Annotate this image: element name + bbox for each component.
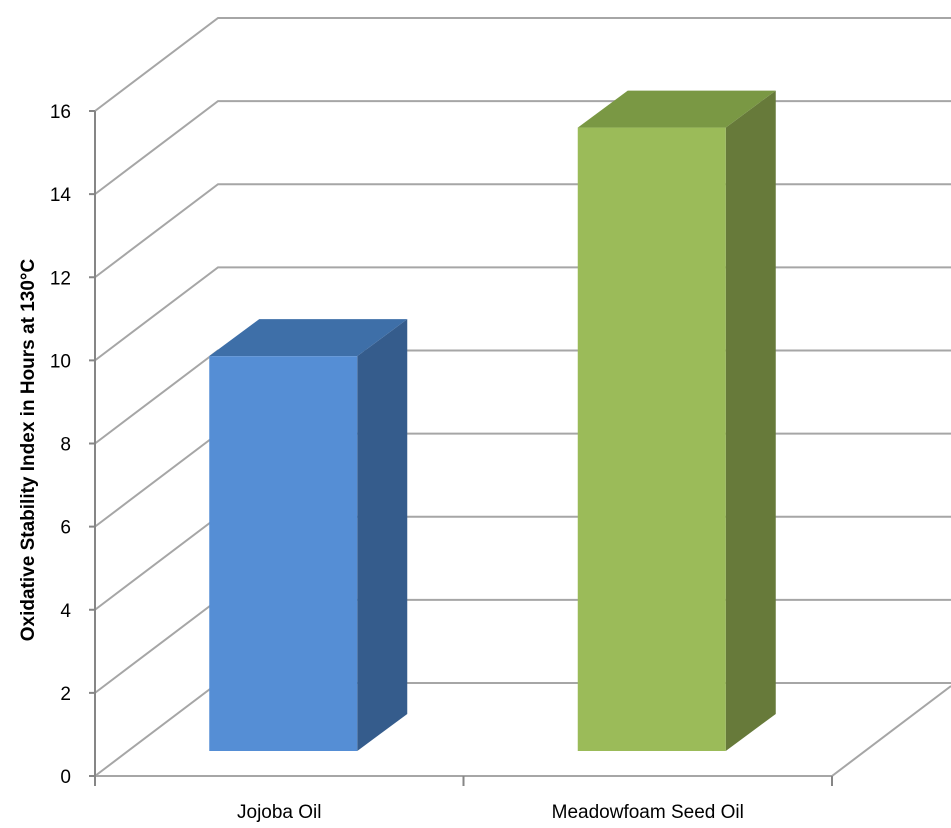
bar-front: [577, 127, 726, 751]
y-tick-labels: 0 2 4 6 8 10 12 14 16: [50, 102, 72, 788]
bar-side: [725, 90, 776, 751]
y-tick-label: 16: [50, 102, 71, 123]
x-tick-label: Jojoba Oil: [237, 802, 322, 823]
bar-top: [209, 319, 408, 357]
y-tick-label: 12: [50, 268, 71, 289]
gridline: [94, 100, 951, 195]
y-tick-label: 4: [60, 601, 71, 622]
bars: [209, 90, 776, 751]
y-tick-label: 2: [60, 684, 71, 705]
x-tick-labels: Jojoba Oil Meadowfoam Seed Oil: [237, 802, 744, 823]
bar: [577, 90, 776, 751]
y-axis-label: Oxidative Stability Index in Hours at 13…: [18, 259, 39, 642]
y-tick-label: 14: [50, 185, 72, 206]
y-tick-label: 10: [50, 351, 71, 372]
bar-front: [209, 356, 358, 751]
bar-side: [357, 319, 408, 751]
y-tick-label: 8: [60, 435, 71, 456]
gridline: [94, 183, 951, 279]
axes: [89, 110, 951, 786]
x-tick-label: Meadowfoam Seed Oil: [552, 802, 744, 823]
bar-top: [577, 90, 776, 128]
y-tick-label: 0: [60, 767, 71, 788]
y-tick-label: 6: [60, 518, 71, 539]
bar: [209, 319, 408, 751]
gridline: [94, 17, 951, 112]
